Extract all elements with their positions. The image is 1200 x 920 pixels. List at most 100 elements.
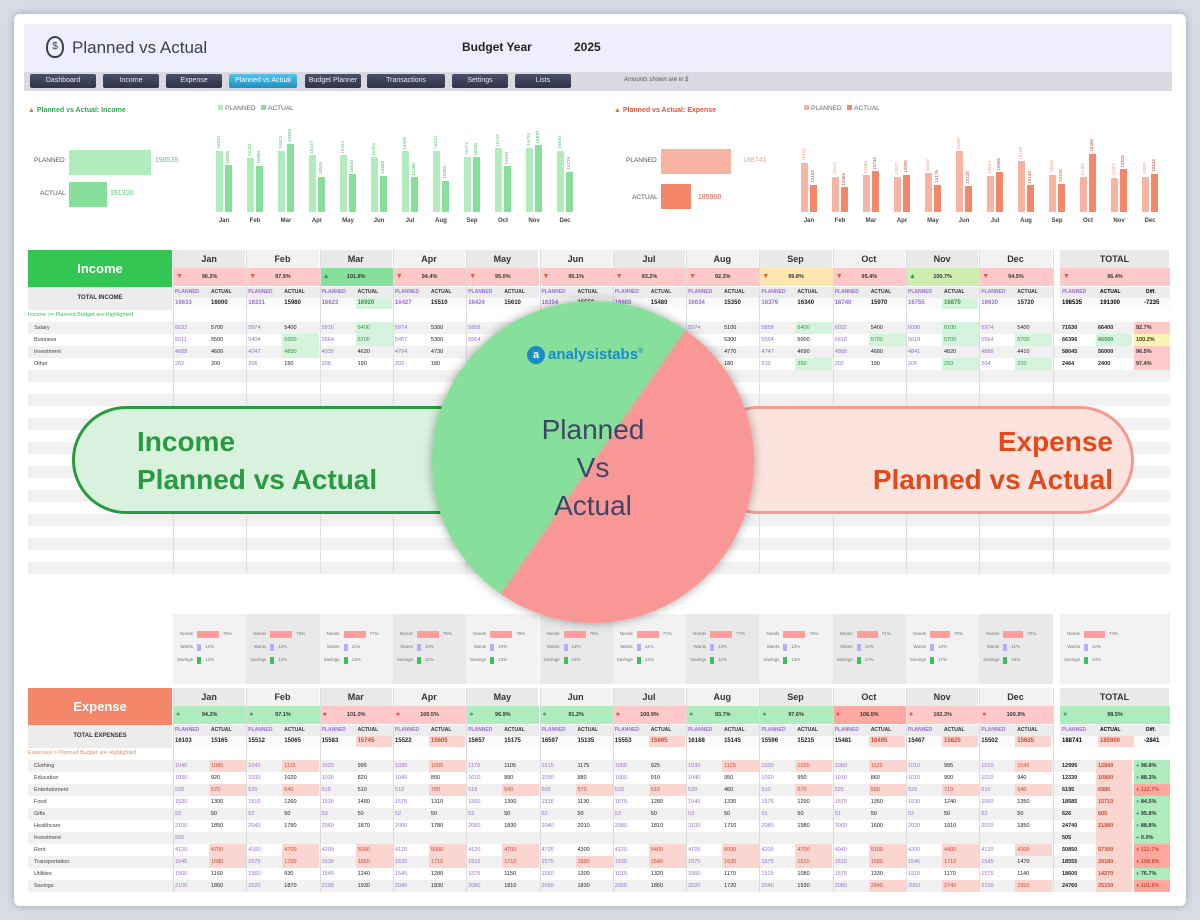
month-total: 16331 15980 [246, 298, 320, 309]
month-pct-jan: ▼ 96.2% [173, 268, 247, 286]
row-label: Entertainment [34, 787, 69, 793]
budget-split-month: Needs 76% Wants 13% Savings 12% [466, 614, 540, 684]
app-frame: $ Planned vs Actual Budget Year 2025 Amo… [14, 14, 1186, 906]
expense-total-label: TOTAL EXPENSES [28, 725, 172, 748]
total-subheader: PLANNED ACTUAL Diff. [1060, 725, 1170, 736]
month-total: 15522 15605 [392, 736, 467, 747]
month-bar-group: 16605 15480 Jul [395, 132, 425, 224]
budget-row-savings: Savings 12% [543, 657, 581, 664]
nav-income[interactable]: Income [103, 74, 159, 88]
month-pct-mar: ▲ 101.8% [319, 268, 393, 286]
actual-value-label: 16000 [225, 150, 230, 164]
pct-value: 101.8% [346, 274, 366, 280]
month-total: 15512 15065 [246, 736, 320, 747]
planned-actual-header: PLANNED ACTUAL [906, 725, 980, 736]
status-icon: ▲ [909, 273, 916, 280]
actual-bar [349, 174, 356, 212]
actual-value-label: 15980 [256, 151, 261, 164]
budget-row-wants: Wants 12% [1067, 644, 1102, 651]
status-icon: ● [542, 711, 547, 718]
status-icon: ● [689, 711, 694, 718]
month-label: Apr [311, 218, 323, 224]
month-header-mar: Mar [319, 688, 393, 706]
actual-bar [1027, 185, 1034, 212]
budget-row-savings: Savings 19% [983, 657, 1021, 664]
total-pct: ● 98.5% [1060, 706, 1170, 724]
planned-value-label: 16605 [402, 136, 407, 150]
expense-banner-text: Expense Planned vs Actual [872, 426, 1113, 495]
budget-split-month: Needs 71% Wants 12% Savings 17% [832, 614, 906, 684]
grand-total: 188741 185900 -2841 [1060, 736, 1170, 747]
planned-value-label: 16630 [557, 136, 562, 149]
budget-split-month: Needs 70% Wants 11% Savings 19% [979, 614, 1053, 684]
month-label: Dec [559, 218, 571, 224]
month-label: Apr [896, 218, 908, 224]
planned-value-label: 15583 [863, 160, 868, 174]
actual-value-label: 15145 [1027, 170, 1032, 184]
budget-year-value[interactable]: 2025 [574, 40, 601, 54]
nav-budget-planner[interactable]: Budget Planner [305, 74, 361, 88]
budget-split-month: Needs 76% Wants 12% Savings 12% [246, 614, 320, 684]
pct-value: 102.3% [933, 712, 952, 718]
pct-value: 100.7% [933, 274, 952, 280]
budget-row-savings: Savings 17% [909, 657, 948, 664]
month-header-jun: Jun [539, 250, 613, 268]
expense-actual-value: 185900 [698, 194, 722, 201]
pct-value: 100.9% [640, 712, 659, 718]
planned-actual-header: PLANNED ACTUAL [173, 287, 247, 298]
month-pct-jun: ● 91.2% [539, 706, 613, 724]
expense-highlight-note: Expenses > Planned Budget are Highlighte… [28, 750, 137, 756]
planned-bar [495, 148, 502, 212]
month-header-sep: Sep [759, 688, 833, 706]
status-icon: ● [249, 711, 254, 718]
month-pct-jul: ● 100.9% [612, 706, 687, 724]
month-label: Jul [990, 218, 1000, 224]
month-header-feb: Feb [246, 250, 320, 268]
status-icon: ● [176, 711, 181, 718]
pct-value: 93.2% [641, 274, 658, 280]
expense-section-label: Expense [28, 688, 172, 725]
planned-bar [832, 176, 839, 212]
nav-settings[interactable]: Settings [452, 74, 508, 88]
status-icon: ● [322, 711, 327, 718]
planned-actual-header: PLANNED ACTUAL [392, 725, 467, 736]
nav-transactions[interactable]: Transactions [367, 74, 445, 88]
nav-planned-vs-actual[interactable]: Planned vs Actual [229, 74, 297, 88]
actual-bar [903, 174, 910, 212]
nav-lists[interactable]: Lists [515, 74, 571, 88]
month-pct-may: ● 96.9% [466, 706, 540, 724]
planned-value-label: 16427 [309, 140, 314, 154]
month-label: Jun [958, 218, 970, 224]
budget-row-wants: Wants 13% [400, 644, 434, 651]
planned-value-label: 16633 [216, 136, 221, 149]
column-divider [392, 688, 394, 892]
month-pct-feb: ▼ 97.9% [246, 268, 320, 286]
budget-row-savings: Savings 12% [176, 657, 215, 664]
month-label: Dec [1144, 218, 1156, 224]
month-header-oct: Oct [832, 688, 906, 706]
actual-bar [380, 175, 387, 212]
actual-value-label: 15605 [903, 160, 908, 173]
budget-row-savings: Savings 17% [836, 657, 874, 664]
planned-bar [863, 175, 870, 212]
budget-row-savings: Savings 13% [763, 657, 801, 664]
month-label: Sep [466, 218, 478, 224]
income-section-label: Income [28, 250, 172, 287]
actual-bar [535, 145, 542, 212]
expense-legend: PLANNED ACTUAL [804, 105, 880, 112]
table-row: Other 202 200 206 150 208 190 202 180 180 210 250 20… [28, 358, 1170, 370]
month-label: Feb [834, 218, 846, 224]
planned-value-label: 15467 [1111, 163, 1116, 176]
actual-bar [1120, 169, 1127, 212]
month-label: Jul [405, 218, 415, 224]
row-label: Utilities [34, 871, 52, 877]
nav-dashboard[interactable]: Dashboard [30, 74, 96, 88]
month-bar-group: 15512 15065 Feb [825, 132, 855, 224]
nav-expense[interactable]: Expense [166, 74, 222, 88]
month-label: Sep [1051, 218, 1063, 224]
month-header-feb: Feb [246, 688, 320, 706]
column-divider [539, 688, 541, 892]
budget-split-total: Needs 74% Wants 12% Savings 14% [1060, 614, 1170, 684]
planned-actual-header: PLANNED ACTUAL [612, 725, 687, 736]
column-divider [759, 688, 761, 892]
